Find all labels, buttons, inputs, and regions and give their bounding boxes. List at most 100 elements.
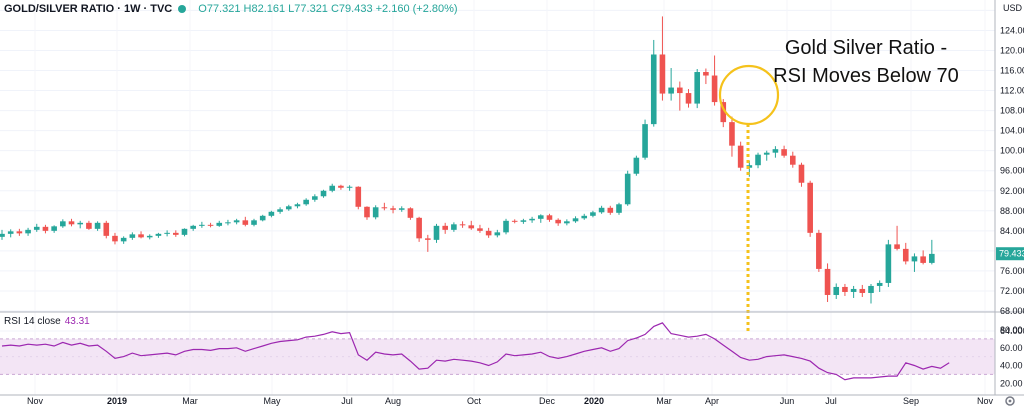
- candle-body: [520, 220, 527, 222]
- candle: [555, 218, 561, 226]
- price-tick-label: 68.000: [1000, 306, 1024, 316]
- candle: [677, 81, 683, 111]
- candle: [94, 221, 101, 231]
- candle: [268, 210, 275, 218]
- candle: [433, 223, 440, 243]
- candle-body: [416, 217, 422, 239]
- candle-body: [233, 220, 240, 223]
- rsi-plot: [1, 322, 950, 381]
- candle: [668, 68, 674, 101]
- candle: [242, 216, 249, 227]
- candle-body: [537, 215, 544, 219]
- currency-label: USD: [1003, 3, 1023, 13]
- candle: [911, 253, 918, 272]
- candle-body: [564, 221, 570, 224]
- candle: [294, 202, 301, 209]
- candle: [685, 89, 692, 108]
- price-tick-label: 96.000: [1000, 166, 1024, 176]
- candle-body: [781, 149, 787, 156]
- candle: [711, 55, 718, 106]
- candle: [494, 229, 501, 238]
- last-price-tag: [996, 247, 1024, 261]
- candle-body: [876, 282, 883, 286]
- rsi-band: [0, 338, 995, 375]
- candle-body: [624, 173, 631, 205]
- highlight-annotation: [718, 64, 780, 331]
- candle: [312, 194, 318, 202]
- candle: [285, 204, 292, 211]
- candle-body: [494, 232, 501, 236]
- candle-body: [668, 87, 674, 94]
- candle-body: [129, 234, 136, 238]
- candle-body: [164, 232, 170, 234]
- symbol-label: GOLD/SILVER RATIO · 1W · TVC: [4, 3, 173, 15]
- time-tick-label: Dec: [539, 396, 556, 406]
- time-tick-label: Apr: [705, 396, 719, 406]
- candle: [25, 227, 31, 236]
- candle-body: [259, 215, 266, 221]
- rsi-tick-label: 20.00: [1000, 378, 1023, 388]
- candle-body: [694, 72, 700, 104]
- candle-body: [685, 93, 692, 104]
- candle-body: [503, 220, 509, 233]
- time-tick-label: Oct: [467, 396, 482, 406]
- rsi-tick-label: 60.00: [1000, 343, 1023, 353]
- candle-body: [737, 145, 744, 168]
- gear-hub[interactable]: [1008, 399, 1012, 403]
- candle-body: [798, 164, 805, 183]
- candle-body: [581, 215, 588, 219]
- candle-body: [190, 225, 196, 229]
- candle: [329, 183, 336, 193]
- candle-body: [181, 228, 188, 235]
- candle: [876, 280, 883, 292]
- rsi-tick-label: 40.00: [1000, 361, 1023, 371]
- candle-body: [816, 232, 822, 269]
- candle-body: [338, 185, 344, 188]
- candle-body: [763, 152, 770, 155]
- candle: [894, 225, 900, 251]
- candle: [763, 150, 770, 161]
- candle-body: [598, 207, 605, 213]
- candle-body: [216, 222, 223, 226]
- status-dot-icon: [178, 5, 187, 13]
- candle-body: [929, 253, 935, 263]
- annotation-text: Gold Silver Ratio - RSI Moves Below 70: [771, 34, 961, 90]
- candle-body: [572, 218, 579, 222]
- candle-body: [225, 222, 231, 224]
- ohlc-values: O77.321 H82.161 L77.321 C79.433 +2.160 (…: [198, 3, 458, 15]
- candle: [251, 218, 257, 227]
- candle-body: [364, 206, 370, 218]
- rsi-line: [1, 322, 950, 381]
- candle-body: [859, 288, 866, 293]
- candle-body: [277, 209, 283, 212]
- candle: [451, 222, 457, 232]
- price-tick-label: 120.000: [1000, 45, 1024, 55]
- candle: [859, 284, 866, 297]
- candle: [642, 119, 648, 160]
- candle-body: [633, 157, 640, 174]
- candle-body: [711, 75, 718, 103]
- candle-body: [659, 54, 666, 94]
- gear-ring[interactable]: [1005, 396, 1015, 406]
- candle: [416, 216, 422, 242]
- price-candles: [0, 16, 935, 304]
- candle-body: [312, 196, 318, 200]
- candle: [129, 232, 136, 240]
- price-tick-label: 72.000: [1000, 286, 1024, 296]
- candle-body: [390, 208, 396, 210]
- candle-body: [477, 228, 483, 231]
- settings-gear-icon[interactable]: [1005, 396, 1015, 406]
- candle: [633, 155, 640, 176]
- candle: [529, 216, 535, 223]
- candle: [138, 231, 144, 239]
- price-tick-label: 100.000: [1000, 146, 1024, 156]
- candle: [60, 219, 66, 228]
- price-tick-label: 124.000: [1000, 25, 1024, 35]
- candle-body: [51, 226, 57, 231]
- chart-header: GOLD/SILVER RATIO · 1W · TVC O77.321 H82.…: [4, 3, 458, 15]
- price-tick-label: 116.000: [1000, 66, 1024, 76]
- highlight-circle: [718, 64, 780, 126]
- candle: [425, 234, 431, 252]
- annotation-line-1: Gold Silver Ratio -: [784, 37, 948, 59]
